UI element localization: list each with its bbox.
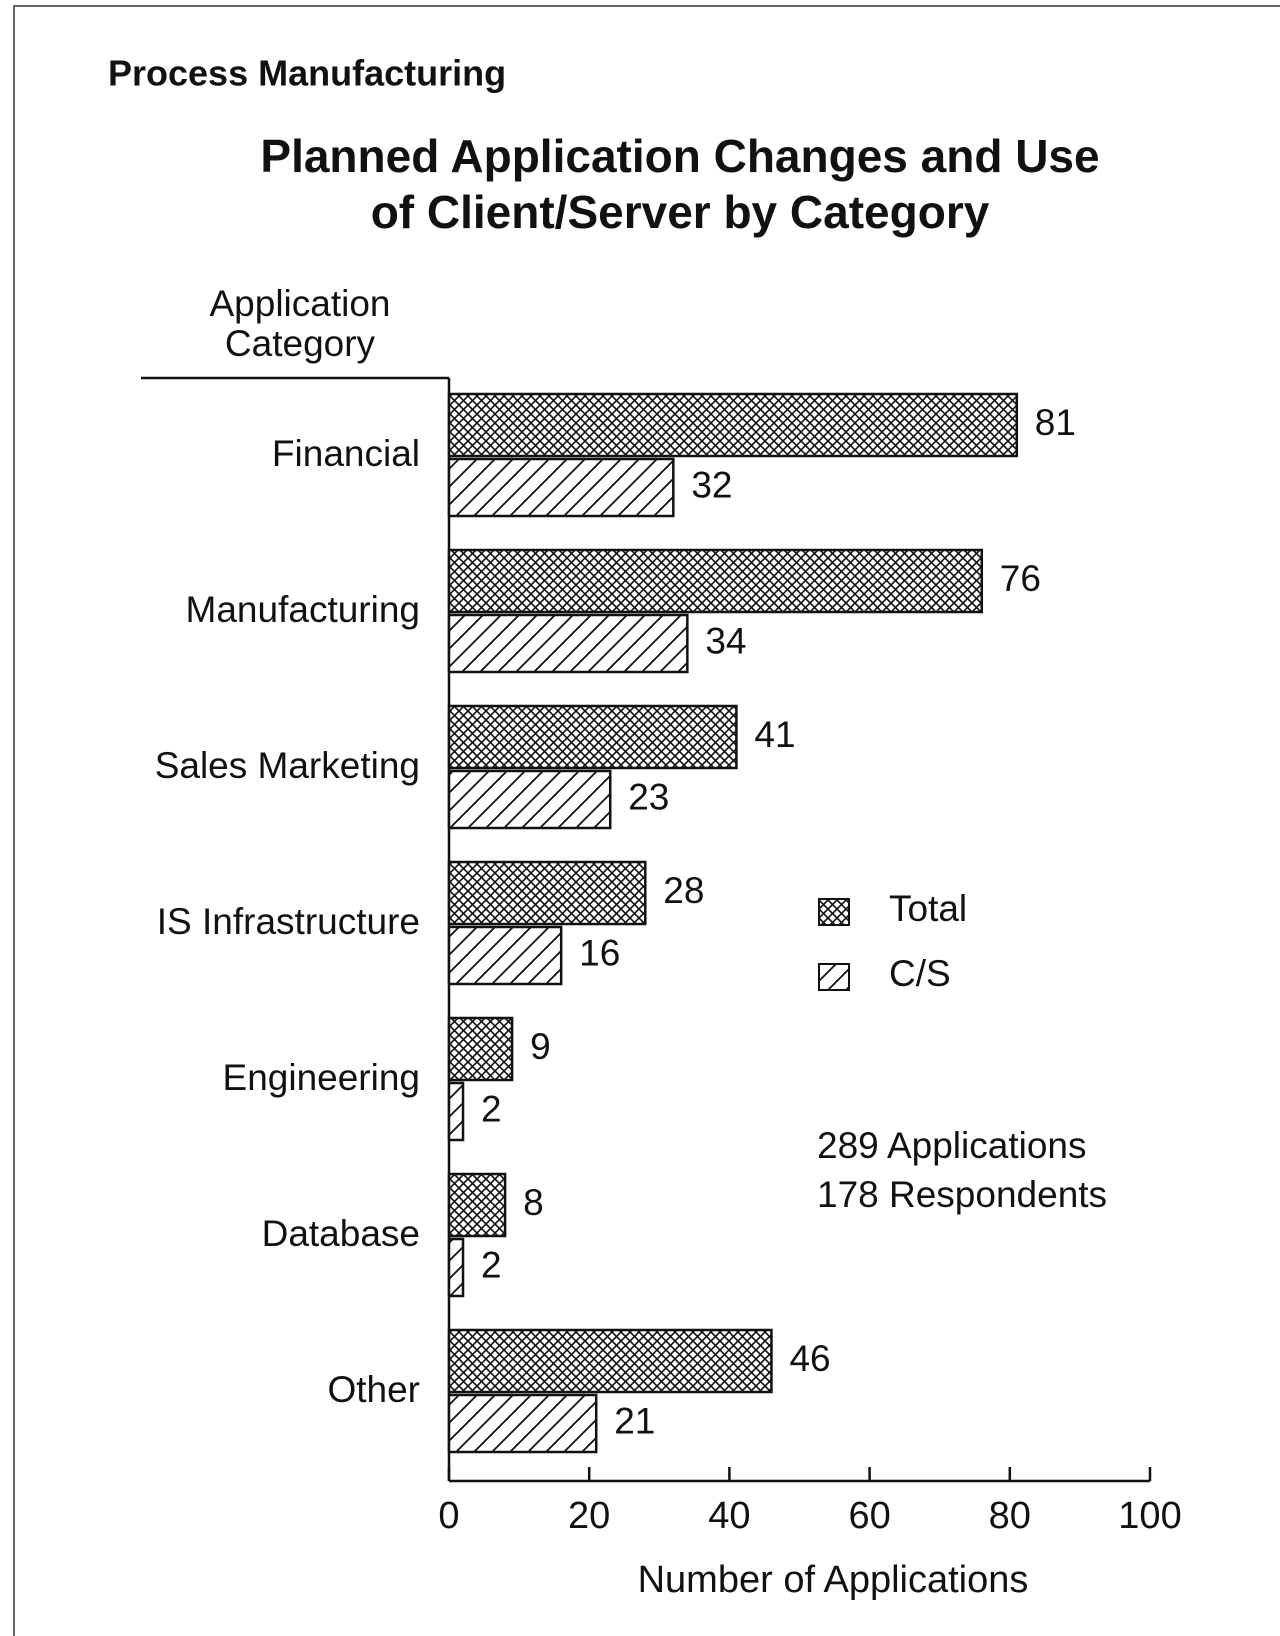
value-label: 16 xyxy=(579,932,620,973)
value-label: 34 xyxy=(705,620,746,661)
x-axis-label: Number of Applications xyxy=(638,1559,1029,1601)
bar xyxy=(447,860,647,926)
value-label: 8 xyxy=(523,1182,544,1223)
value-label: 21 xyxy=(614,1400,655,1441)
legend-label: Total xyxy=(889,888,967,929)
y-tick-label: Other xyxy=(327,1369,420,1410)
frame xyxy=(13,5,1280,1636)
x-tick-label: 0 xyxy=(438,1495,459,1537)
x-tick-label: 40 xyxy=(708,1495,750,1537)
header: Process Manufacturing xyxy=(108,53,506,94)
value-label: 76 xyxy=(1000,558,1041,599)
value-label: 41 xyxy=(754,714,795,755)
chart-title: Planned Application Changes and Use of C… xyxy=(260,130,1100,238)
value-label: 81 xyxy=(1035,402,1076,443)
y-tick-label: Manufacturing xyxy=(186,589,420,630)
y-tick-label: Database xyxy=(262,1213,420,1254)
value-label: 2 xyxy=(481,1088,502,1129)
value-label: 46 xyxy=(789,1338,830,1379)
bar xyxy=(447,1081,465,1142)
value-label: 2 xyxy=(481,1244,502,1285)
bar xyxy=(447,1172,507,1238)
legend-swatch xyxy=(818,898,850,926)
bar xyxy=(447,548,984,614)
bar xyxy=(447,1328,773,1394)
bar xyxy=(447,613,689,674)
y-tick-label: Financial xyxy=(272,433,420,474)
y-axis-label: Application Category xyxy=(209,283,391,364)
x-tick-label: 100 xyxy=(1118,1495,1181,1537)
bar xyxy=(447,925,563,986)
bar xyxy=(447,392,1019,458)
y-tick-label: Sales Marketing xyxy=(155,745,420,786)
value-label: 9 xyxy=(530,1026,551,1067)
bar xyxy=(447,457,675,518)
x-tick-label: 20 xyxy=(568,1495,610,1537)
legend-label: C/S xyxy=(889,953,951,994)
value-label: 32 xyxy=(691,464,732,505)
x-tick-label: 60 xyxy=(848,1495,890,1537)
bar xyxy=(447,1016,514,1082)
legend-swatch xyxy=(818,963,850,991)
annotation: 178 Respondents xyxy=(817,1174,1107,1215)
y-tick-label: IS Infrastructure xyxy=(157,901,420,942)
bar xyxy=(447,704,738,770)
bar xyxy=(447,1237,465,1298)
y-tick-label: Engineering xyxy=(223,1057,420,1098)
bar xyxy=(447,769,612,830)
annotation: 289 Applications xyxy=(817,1125,1086,1166)
value-label: 28 xyxy=(663,870,704,911)
value-label: 23 xyxy=(628,776,669,817)
bar xyxy=(447,1393,598,1454)
x-tick-label: 80 xyxy=(989,1495,1031,1537)
